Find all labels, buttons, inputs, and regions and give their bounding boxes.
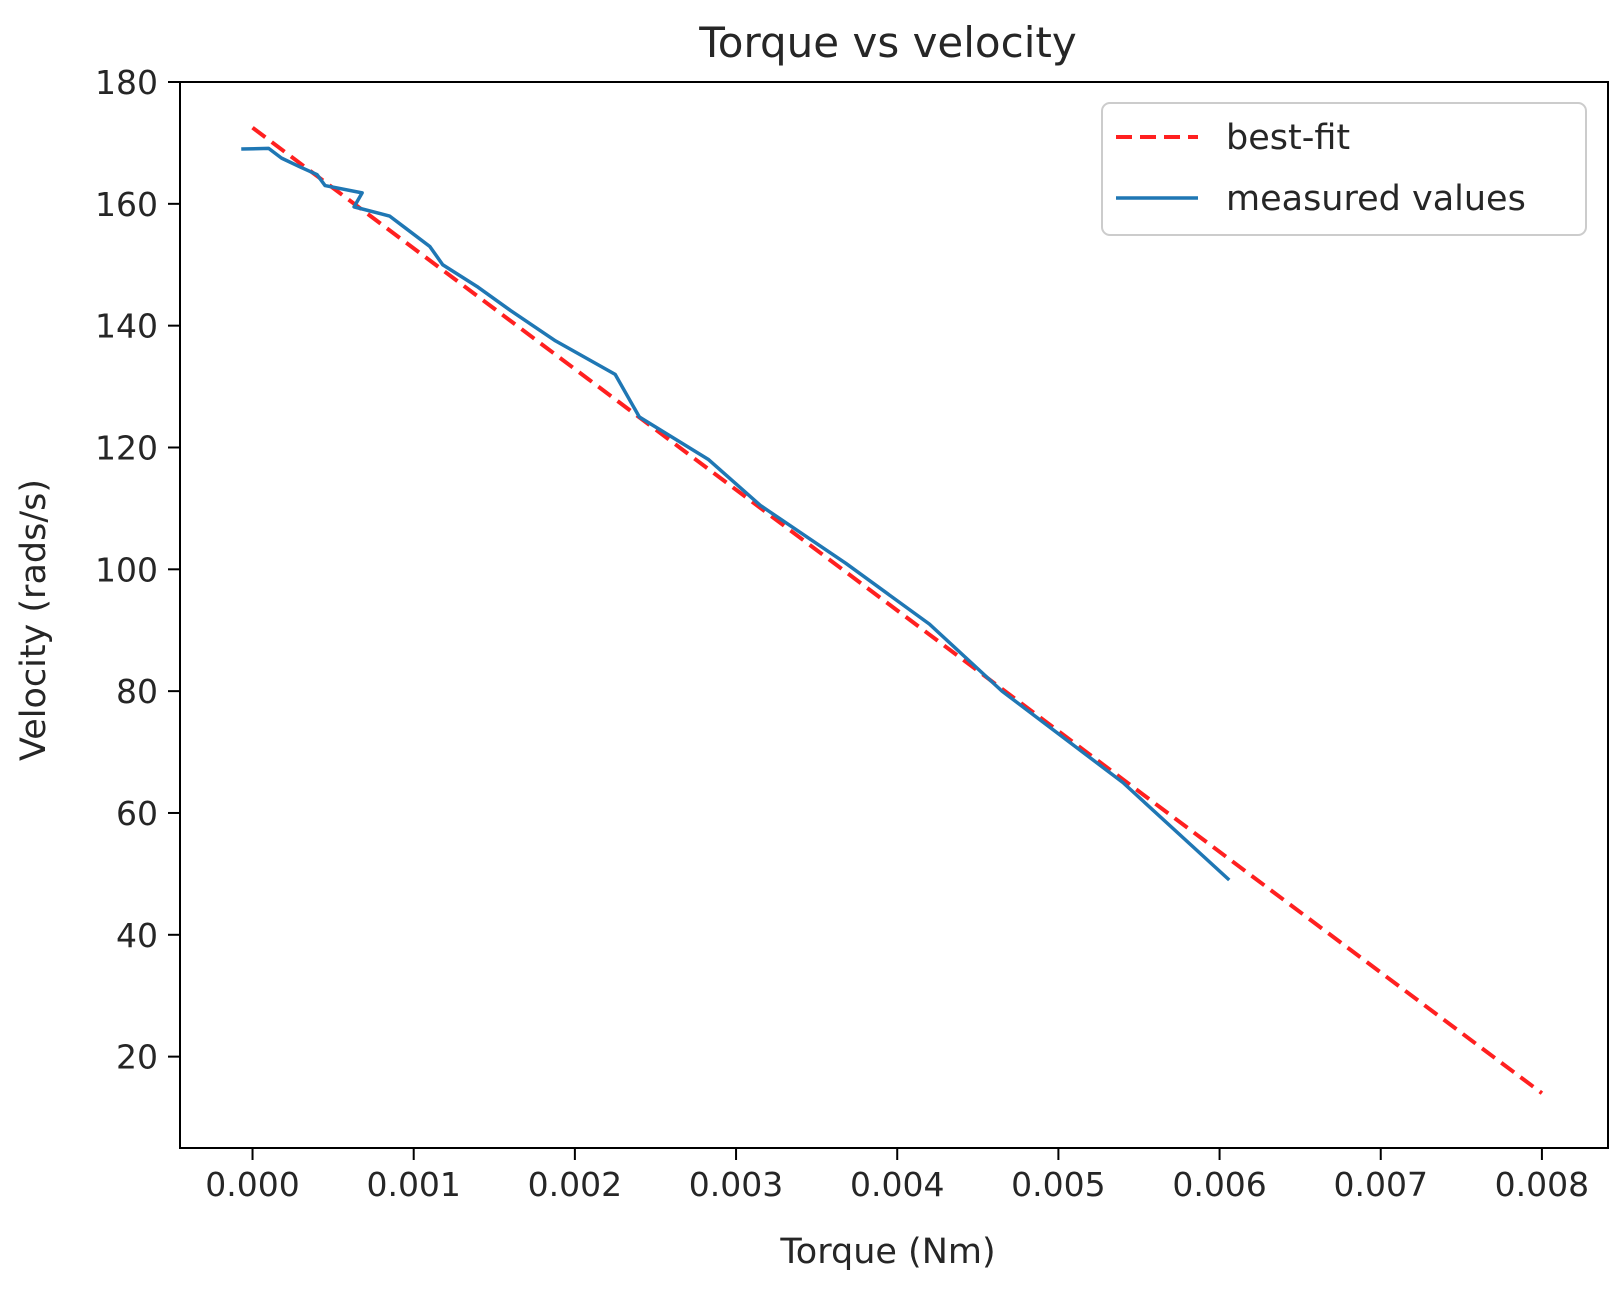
y-tick-label: 60 bbox=[116, 794, 158, 833]
legend: best-fit measured values bbox=[1101, 102, 1587, 236]
y-tick-label: 120 bbox=[95, 428, 158, 467]
x-tick-label: 0.001 bbox=[366, 1165, 460, 1204]
y-axis: 20 40 60 80 100 120 140 160 180 bbox=[95, 63, 180, 1077]
plot-area bbox=[241, 126, 1544, 1095]
legend-box bbox=[1101, 102, 1587, 236]
best-fit-line bbox=[251, 126, 1544, 1095]
y-tick-label: 40 bbox=[116, 916, 158, 955]
legend-label: measured values bbox=[1226, 179, 1526, 219]
y-tick-label: 20 bbox=[116, 1038, 158, 1077]
x-tick-label: 0.002 bbox=[528, 1165, 622, 1204]
y-tick-label: 100 bbox=[95, 550, 158, 589]
chart-title: Torque vs velocity bbox=[698, 18, 1076, 67]
x-tick-label: 0.008 bbox=[1495, 1165, 1589, 1204]
x-tick-label: 0.006 bbox=[1172, 1165, 1266, 1204]
x-axis: 0.000 0.001 0.002 0.003 0.004 0.005 0.006 0.007… bbox=[205, 1148, 1589, 1204]
y-axis-label: Velocity (rads/s) bbox=[14, 479, 54, 761]
x-tick-label: 0.004 bbox=[850, 1165, 944, 1204]
y-tick-label: 140 bbox=[95, 307, 158, 346]
plot-frame bbox=[179, 81, 1609, 1149]
y-tick-label: 160 bbox=[95, 185, 158, 224]
y-tick-label: 180 bbox=[95, 63, 158, 102]
x-tick-label: 0.003 bbox=[689, 1165, 783, 1204]
y-tick-label: 80 bbox=[116, 672, 158, 711]
x-tick-label: 0.005 bbox=[1011, 1165, 1105, 1204]
x-tick-label: 0.000 bbox=[205, 1165, 299, 1204]
legend-label: best-fit bbox=[1226, 118, 1350, 158]
x-tick-label: 0.007 bbox=[1334, 1165, 1428, 1204]
x-axis-label: Torque (Nm) bbox=[779, 1232, 995, 1272]
measured-values-line bbox=[241, 146, 1231, 882]
